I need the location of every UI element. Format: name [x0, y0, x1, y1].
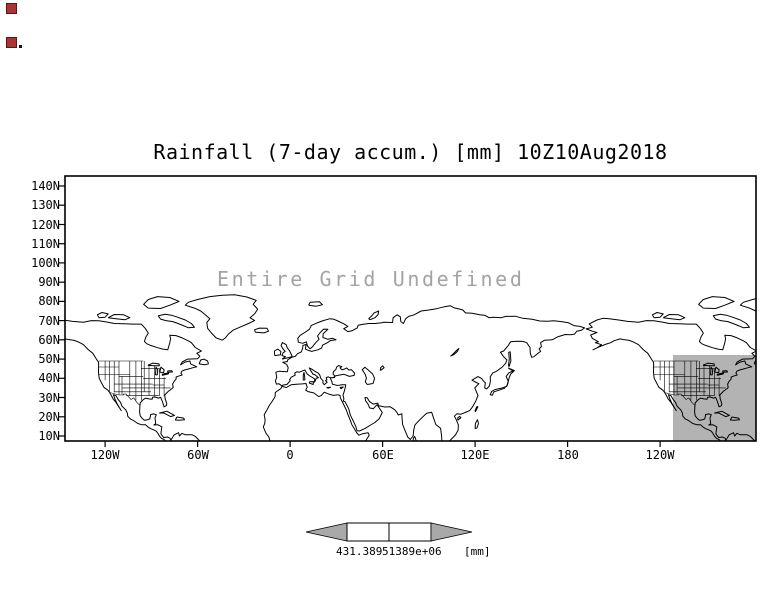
- lat-tick-label: 20N: [38, 410, 60, 424]
- undefined-grid-message: Entire Grid Undefined: [217, 267, 525, 291]
- lat-tick-label: 80N: [38, 294, 60, 308]
- lon-tick-label: 180: [557, 448, 579, 462]
- lat-tick-label: 60N: [38, 333, 60, 347]
- lon-tick-label: 120W: [645, 448, 675, 462]
- lon-tick-label: 120E: [460, 448, 490, 462]
- lon-tick-label: 60E: [372, 448, 394, 462]
- colorbar-unit-label: [mm]: [464, 545, 491, 558]
- lat-tick-label: 10N: [38, 429, 60, 443]
- colorbar-left-arrow: [305, 522, 348, 542]
- colorbar-segment: [388, 522, 432, 542]
- lat-tick-label: 50N: [38, 352, 60, 366]
- lat-tick-label: 120N: [31, 218, 60, 232]
- lat-tick-label: 110N: [31, 237, 60, 251]
- screen-artifact-dot: [19, 45, 22, 48]
- colorbar-right-arrow: [430, 522, 473, 542]
- screen-artifact-bottom: [6, 37, 17, 48]
- lat-tick-label: 130N: [31, 198, 60, 212]
- lon-tick-label: 120W: [90, 448, 120, 462]
- coastlines: [65, 294, 756, 441]
- screen-artifact-top: [6, 3, 17, 14]
- lat-tick-label: 100N: [31, 256, 60, 270]
- lon-tick-label: 0: [286, 448, 294, 462]
- plot-title: Rainfall (7-day accum.) [mm] 10Z10Aug201…: [153, 140, 668, 164]
- map-layer: [65, 294, 756, 441]
- colorbar-segment: [346, 522, 390, 542]
- colorbar: [305, 522, 473, 542]
- colorbar-label-left: 431.389: [336, 545, 383, 558]
- plot-frame: [64, 175, 757, 442]
- lon-tick-label: 60W: [187, 448, 209, 462]
- colorbar-label-right: 51389e+06: [382, 545, 442, 558]
- lat-tick-label: 90N: [38, 275, 60, 289]
- lat-tick-label: 70N: [38, 314, 60, 328]
- lat-tick-label: 40N: [38, 371, 60, 385]
- axis-ticks: [58, 185, 661, 447]
- lat-tick-label: 140N: [31, 179, 60, 193]
- state-borders: [98, 360, 726, 406]
- lat-tick-label: 30N: [38, 391, 60, 405]
